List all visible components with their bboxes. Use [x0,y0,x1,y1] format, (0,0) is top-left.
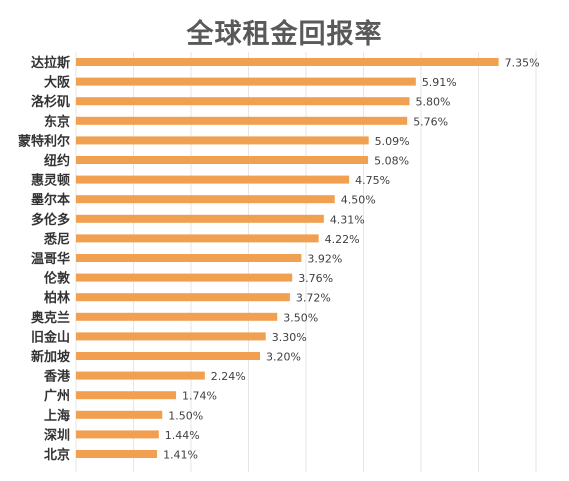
data-label: 4.50% [341,194,376,207]
bar [76,312,278,321]
bar [76,410,163,419]
data-label: 5.08% [374,155,409,168]
data-label: 3.72% [296,292,331,305]
bar [76,156,369,164]
data-label: 3.50% [283,311,318,324]
data-label: 1.74% [182,390,217,403]
data-label: 3.30% [272,331,307,344]
category-label: 大阪 [44,75,71,91]
category-label: 悉尼 [43,231,70,247]
bar [76,58,499,66]
data-label: 3.76% [298,272,333,285]
bar [76,116,408,125]
bar [76,293,290,302]
category-label: 纽约 [44,153,70,169]
bar [76,175,350,184]
category-label: 达拉斯 [31,55,70,71]
bar [76,450,158,458]
bar [76,97,410,106]
category-label: 蒙特利尔 [18,133,70,149]
data-label: 1.44% [165,429,200,442]
category-label: 奥克兰 [31,310,70,326]
data-label: 3.20% [266,351,301,364]
data-label: 1.41% [163,449,198,462]
category-label: 上海 [44,408,70,424]
data-label: 5.91% [422,76,457,89]
bar [76,254,302,262]
category-label: 旧金山 [31,329,70,345]
category-label: 香港 [43,369,71,385]
category-label: 多伦多 [31,212,70,228]
bar [76,77,416,86]
data-label: 3.92% [307,253,342,266]
data-label: 4.31% [330,213,365,226]
data-label: 1.50% [168,409,203,422]
category-label: 深圳 [44,427,70,443]
bar [76,430,159,439]
bar [76,273,293,282]
category-label: 北京 [44,447,70,463]
bar [76,332,266,341]
bar [76,234,319,243]
category-label: 伦敦 [44,271,71,287]
data-label: 2.24% [211,370,246,383]
bar [76,136,369,145]
bar [76,214,324,223]
category-label: 东京 [44,114,70,130]
category-label: 新加坡 [31,349,71,365]
category-label: 柏林 [44,290,70,306]
data-label: 4.75% [355,174,390,187]
bar [76,352,260,360]
category-label: 惠灵顿 [31,173,70,189]
category-label: 洛杉矶 [31,94,70,110]
data-label: 5.80% [416,96,451,109]
data-label: 4.22% [325,233,360,246]
bar [76,391,177,400]
data-label: 5.76% [413,115,448,128]
category-label: 墨尔本 [31,192,70,208]
bar [76,195,335,204]
data-label: 5.09% [375,135,410,148]
chart-title: 全球租金回报率 [186,19,383,50]
category-label: 温哥华 [31,251,70,267]
bar [76,371,205,380]
category-label: 广州 [44,388,70,404]
data-label: 7.35% [505,57,540,70]
